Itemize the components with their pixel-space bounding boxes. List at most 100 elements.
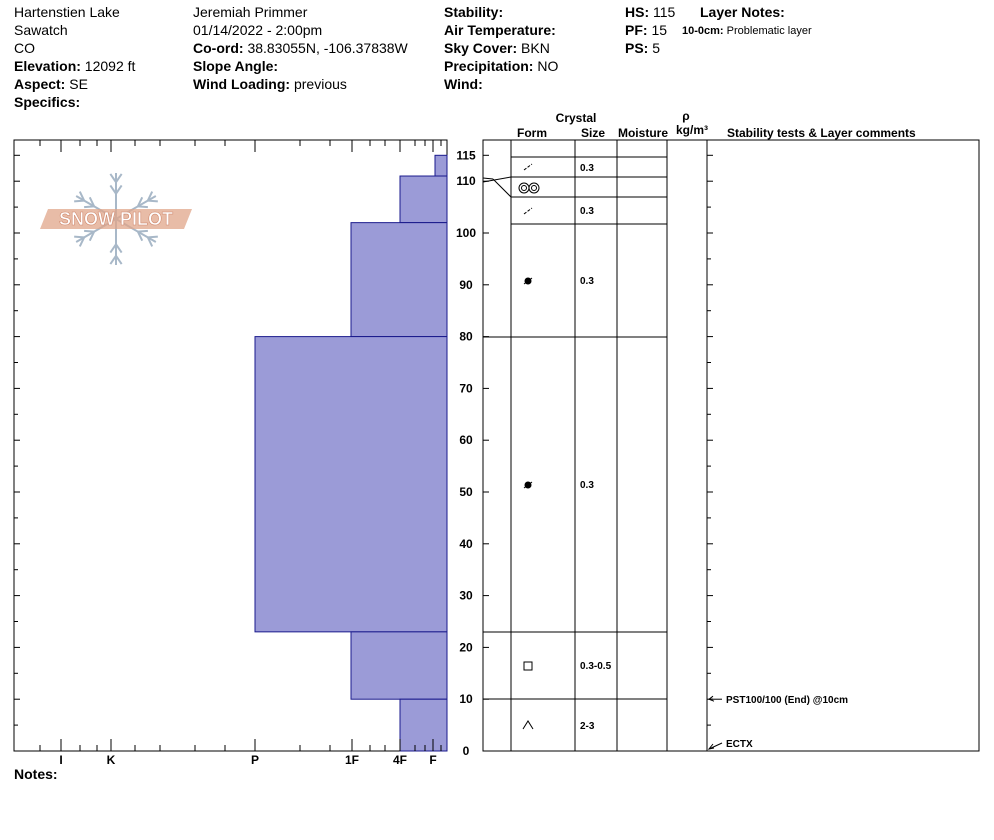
elevation-label: Elevation: — [14, 58, 81, 74]
elevation-value: 12092 ft — [84, 58, 136, 74]
hardness-bar — [399, 698, 448, 752]
wind-field: Wind: — [444, 75, 558, 93]
snowflake-branch — [115, 243, 123, 254]
depth-axis: 0 10 20 30 40 50 60 70 80 90 100 110 115 — [14, 148, 713, 758]
layer-rows: 0.3 0.3 0.3 0.3 0.3-0.5 2-3 — [482, 156, 667, 732]
pf-field: PF: 15 — [625, 21, 675, 39]
elevation-field: Elevation: 12092 ft — [14, 57, 135, 75]
test-arrow-icon — [707, 743, 715, 750]
notes-label: Notes: — [14, 766, 58, 782]
grain-size-label: 0.3-0.5 — [580, 661, 612, 672]
melt-form-icon — [521, 185, 527, 191]
header-conditions: Stability: Air Temperature: Sky Cover: B… — [444, 3, 558, 93]
snowflake-branch — [88, 231, 95, 242]
snowflake-branch — [137, 231, 144, 242]
depth-hoar-icon — [522, 720, 534, 730]
rounded-grain-icon — [523, 277, 533, 285]
air-temp-label: Air Temperature: — [444, 22, 556, 38]
aspect-label: Aspect: — [14, 76, 66, 92]
ps-label: PS: — [625, 40, 649, 56]
layer-note-depth: 10-0cm: — [682, 25, 724, 37]
faceted-icon — [523, 661, 533, 671]
stability-label: Stability: — [444, 4, 504, 20]
decomposing-icon — [523, 163, 533, 171]
hs-value: 115 — [653, 4, 676, 20]
snowflake-branch — [84, 229, 95, 233]
slope-label: Slope Angle: — [193, 58, 279, 74]
snowflake-branch — [78, 191, 86, 202]
snowflake-branch — [74, 235, 85, 239]
grain-size-label: 0.3 — [580, 480, 594, 491]
hardness-layers — [254, 154, 448, 752]
location-name: Hartenstien Lake — [14, 4, 120, 20]
layer-note: 10-0cm: Problematic layer — [682, 22, 812, 40]
grain-size-label: 0.3 — [580, 206, 594, 217]
precip-value: NO — [537, 58, 559, 74]
air-temp-field: Air Temperature: — [444, 21, 558, 39]
hardness-axis: I K P 1F 4F F — [39, 140, 442, 767]
depth-tick-label: 50 — [459, 485, 473, 499]
col-rho: ρ — [682, 109, 689, 123]
hs-label: HS: — [625, 4, 650, 20]
depth-tick-label: 30 — [459, 589, 473, 603]
hardness-bar — [434, 154, 448, 177]
pf-value: 15 — [651, 22, 668, 38]
snowflake-branch — [115, 184, 123, 195]
observation-datetime: 01/14/2022 - 2:00pm — [193, 22, 323, 38]
hardness-tick-label: F — [429, 753, 436, 767]
hardness-tick-label: 1F — [345, 753, 359, 767]
ps-field: PS: 5 — [625, 39, 675, 57]
range-name: Sawatch — [14, 22, 68, 38]
wind-label: Wind: — [444, 76, 483, 92]
snowflake-branch — [84, 205, 95, 209]
grain-size-label: 0.3 — [580, 163, 594, 174]
depth-tick-label: 40 — [459, 537, 473, 551]
col-form: Form — [517, 126, 547, 140]
row-connector — [482, 176, 512, 183]
table-frame — [482, 139, 980, 752]
snowflake-branch — [146, 191, 154, 202]
grain-size-label: 0.3 — [580, 276, 594, 287]
col-crystal: Crystal — [556, 111, 597, 125]
layer-note-text: Problematic layer — [726, 25, 812, 37]
specifics-label: Specifics: — [14, 94, 81, 110]
hardness-tick-label: K — [107, 753, 116, 767]
snowflake-branch — [147, 235, 158, 239]
snowflake-branch — [115, 173, 123, 183]
test-arrow-icon — [707, 695, 715, 702]
row-connector — [482, 177, 494, 180]
snowflake-branch — [78, 236, 86, 247]
hs-field: HS: 115 — [625, 3, 675, 21]
snowflake-branch — [146, 236, 154, 247]
hardness-bar — [350, 631, 448, 700]
sky-field: Sky Cover: BKN — [444, 39, 558, 57]
snowflake-branch — [109, 255, 117, 265]
logo-banner — [40, 209, 192, 229]
sky-value: BKN — [521, 40, 550, 56]
wind-loading-field: Wind Loading: previous — [193, 75, 408, 93]
observer-name: Jeremiah Primmer — [193, 4, 308, 20]
aspect-field: Aspect: SE — [14, 75, 135, 93]
depth-tick-label: 70 — [459, 381, 473, 395]
coord-label: Co-ord: — [193, 40, 244, 56]
snowflake-branch — [147, 199, 158, 203]
pf-label: PF: — [625, 22, 648, 38]
depth-tick-label: 0 — [463, 744, 470, 758]
rounded-grain-icon — [523, 481, 533, 489]
header-layer-notes: Layer Notes: — [700, 3, 785, 21]
aspect-value: SE — [69, 76, 88, 92]
snowflake-branch — [137, 196, 144, 207]
snowflake-branch — [109, 173, 117, 183]
ps-value: 5 — [652, 40, 661, 56]
hardness-tick-label: 4F — [393, 753, 407, 767]
stability-tests: PST100/100 (End) @10cm ECTX — [707, 695, 848, 750]
sky-label: Sky Cover: — [444, 40, 518, 56]
snowpilot-logo: SNOW PILOT — [40, 173, 192, 265]
grain-size-label: 2-3 — [580, 721, 595, 732]
wind-loading-label: Wind Loading: — [193, 76, 291, 92]
logo-text: SNOW PILOT — [59, 209, 173, 229]
melt-form-icon — [528, 182, 540, 194]
snowflake-branch — [137, 229, 148, 233]
test-leader-line — [708, 742, 723, 750]
